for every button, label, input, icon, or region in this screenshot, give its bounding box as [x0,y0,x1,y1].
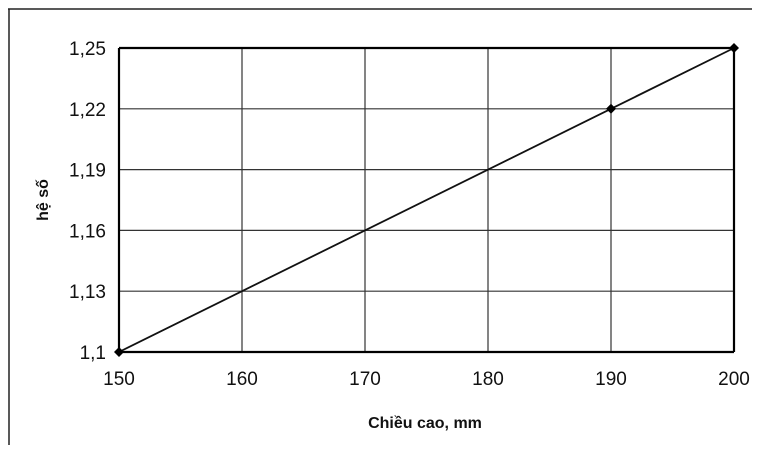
x-tick-label: 160 [226,369,258,390]
data-point [114,347,124,357]
y-tick-label: 1,22 [69,100,106,121]
y-tick-label: 1,1 [80,343,106,364]
grid [119,48,734,352]
y-tick-label: 1,13 [69,282,106,303]
x-tick-label: 180 [472,369,504,390]
y-axis-title: hệ số [35,179,52,221]
x-tick-label: 150 [103,369,135,390]
data-point [729,43,739,53]
axes [117,46,736,354]
tick-labels: 150 160 170 180 190 200 1,1 1,13 1,16 1,19 1,22 1,2… [69,39,750,390]
x-axis-title: Chiều cao, mm [368,415,482,432]
series-layer [114,43,739,357]
x-tick-label: 200 [718,369,750,390]
y-tick-label: 1,25 [69,39,106,60]
x-tick-label: 170 [349,369,381,390]
x-tick-label: 190 [595,369,627,390]
data-point [606,103,616,114]
y-tick-label: 1,16 [69,221,106,242]
y-tick-label: 1,19 [69,161,106,182]
